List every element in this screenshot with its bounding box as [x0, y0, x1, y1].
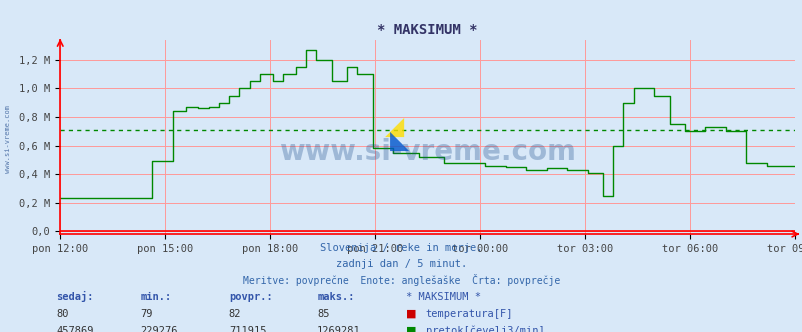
Text: pretok[čevelj3/min]: pretok[čevelj3/min]	[425, 325, 544, 332]
Text: min.:: min.:	[140, 292, 172, 302]
Text: ■: ■	[405, 326, 415, 332]
Text: * MAKSIMUM *: * MAKSIMUM *	[405, 292, 480, 302]
Text: 80: 80	[56, 309, 69, 319]
Text: Meritve: povprečne  Enote: anglešaške  Črta: povprečje: Meritve: povprečne Enote: anglešaške Črt…	[242, 274, 560, 286]
Text: 457869: 457869	[56, 326, 94, 332]
Text: ■: ■	[405, 309, 415, 319]
Text: 85: 85	[317, 309, 330, 319]
Text: 79: 79	[140, 309, 153, 319]
Text: maks.:: maks.:	[317, 292, 354, 302]
Text: www.si-vreme.com: www.si-vreme.com	[279, 138, 575, 166]
Text: 82: 82	[229, 309, 241, 319]
Title: * MAKSIMUM *: * MAKSIMUM *	[377, 23, 477, 37]
Text: ◣: ◣	[390, 129, 409, 153]
Text: www.si-vreme.com: www.si-vreme.com	[5, 106, 11, 173]
Text: zadnji dan / 5 minut.: zadnji dan / 5 minut.	[335, 259, 467, 269]
Text: 711915: 711915	[229, 326, 266, 332]
Text: povpr.:: povpr.:	[229, 292, 272, 302]
Text: 1269281: 1269281	[317, 326, 360, 332]
Text: temperatura[F]: temperatura[F]	[425, 309, 512, 319]
Text: ◢: ◢	[384, 115, 403, 139]
Text: sedaj:: sedaj:	[56, 291, 94, 302]
Text: 229276: 229276	[140, 326, 178, 332]
Text: Slovenija / reke in morje.: Slovenija / reke in morje.	[320, 243, 482, 253]
